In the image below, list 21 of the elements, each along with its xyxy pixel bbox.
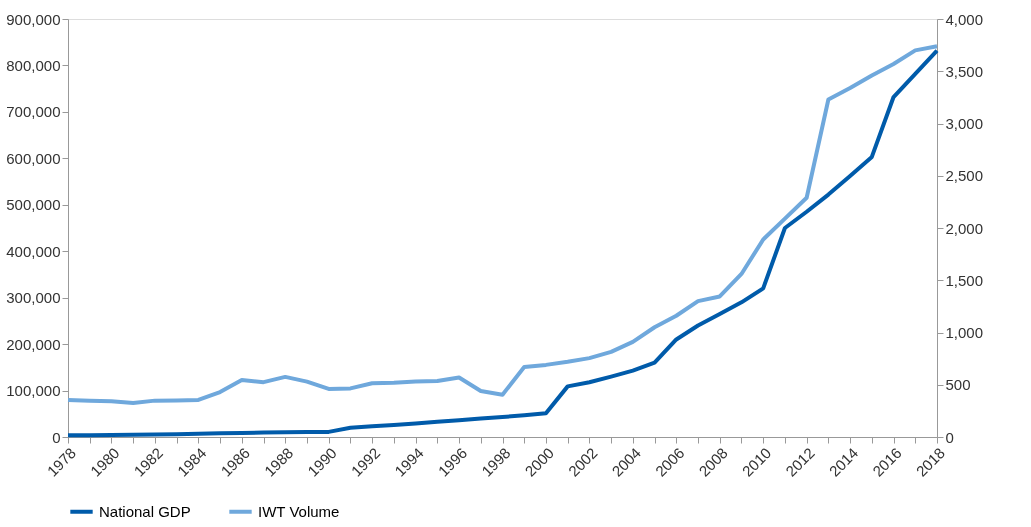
y-tick-label: 200,000	[6, 335, 61, 353]
y2-tick-label: 500	[945, 376, 971, 394]
y2-tick-label: 2,000	[945, 219, 984, 237]
y2-tick-label: 1,000	[945, 324, 984, 341]
y-tick-label: 800,000	[6, 56, 61, 74]
y2-tick-label: 3,000	[945, 115, 984, 132]
y2-tick-label: 0	[945, 428, 954, 446]
y2-tick-label: 1,500	[945, 271, 984, 289]
y-tick-label: 100,000	[6, 382, 61, 400]
y-tick-label: 300,000	[6, 289, 61, 307]
y-tick-label: 400,000	[6, 242, 61, 260]
y2-tick-label: 2,500	[945, 167, 984, 185]
legend-label: National GDP	[99, 502, 191, 520]
y-tick-label: 700,000	[6, 103, 61, 121]
legend-label: IWT Volume	[258, 502, 340, 520]
y2-tick-label: 4,000	[945, 10, 984, 28]
y-tick-label: 0	[52, 428, 61, 446]
y-tick-label: 500,000	[6, 196, 61, 214]
y2-tick-label: 3,500	[945, 62, 984, 80]
y-tick-label: 900,000	[6, 10, 61, 28]
y-tick-label: 600,000	[6, 149, 61, 167]
